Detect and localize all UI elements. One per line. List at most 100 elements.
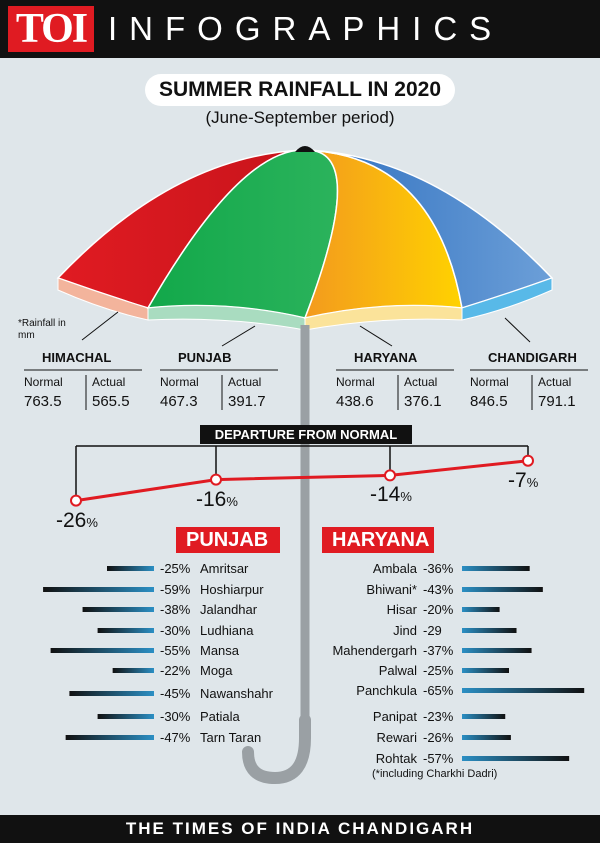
actual-value: 791.1 — [538, 393, 576, 410]
chart-subtitle: (June-September period) — [205, 108, 395, 127]
haryana-value: -26% — [423, 730, 454, 745]
haryana-district: Ambala — [372, 561, 417, 576]
haryana-value: -25% — [423, 663, 454, 678]
punjab-value: -59% — [160, 582, 191, 597]
punjab-bar-ludhiana — [97, 628, 154, 633]
actual-label: Actual — [92, 375, 126, 389]
departure-unit: % — [400, 489, 412, 505]
punjab-bar-jalandhar — [82, 607, 154, 612]
umbrella-canopy — [56, 146, 554, 331]
toi-logo: TOI — [8, 6, 94, 52]
punjab-value: -45% — [160, 686, 191, 701]
haryana-bar-rohtak — [462, 756, 570, 761]
punjab-district: Tarn Taran — [200, 730, 262, 745]
haryana-value: -29 — [423, 623, 442, 638]
leader-punjab — [221, 325, 256, 347]
normal-label: Normal — [160, 375, 199, 389]
actual-label: Actual — [228, 375, 262, 389]
punjab-district: Moga — [200, 663, 233, 678]
haryana-value: -65% — [423, 683, 454, 698]
haryana-value: -36% — [423, 561, 454, 576]
haryana-bar-panipat — [462, 714, 506, 719]
haryana-bar-rewari — [462, 735, 511, 740]
haryana-district: Jind — [393, 623, 417, 638]
punjab-bar-nawanshahr — [69, 691, 154, 696]
punjab-district: Ludhiana — [200, 623, 254, 638]
punjab-value: -22% — [160, 663, 191, 678]
punjab-value: -30% — [160, 709, 191, 724]
punjab-district: Jalandhar — [200, 602, 258, 617]
haryana-value: -23% — [423, 709, 454, 724]
punjab-bar-tarn-taran — [65, 735, 154, 740]
haryana-district: Panchkula — [356, 683, 417, 698]
departure-unit: % — [86, 514, 98, 530]
departure-point — [384, 469, 396, 482]
umbrella-tip — [295, 146, 315, 152]
punjab-bars — [43, 566, 154, 740]
canopy-lip-chandigarh — [461, 277, 553, 321]
haryana-district: Hisar — [386, 602, 417, 617]
footnote: (*including Charkhi Dadri) — [372, 768, 498, 780]
umbrella-handle — [242, 714, 311, 785]
header-bar: TOI INFOGRAPHICS — [0, 0, 600, 58]
punjab-value: -25% — [160, 561, 191, 576]
punjab-value: -55% — [160, 643, 191, 658]
haryana-bar-bhiwani- — [462, 587, 543, 592]
departure-point — [210, 473, 222, 486]
haryana-value: -20% — [423, 602, 454, 617]
normal-value: 763.5 — [24, 393, 62, 410]
actual-label: Actual — [538, 375, 572, 389]
departure-title: DEPARTURE FROM NORMAL — [200, 425, 412, 444]
normal-value: 438.6 — [336, 393, 374, 410]
punjab-bar-amritsar — [107, 566, 154, 571]
leader-chandigarh — [504, 317, 531, 343]
rainfall-unit-note: *Rainfall in mm — [18, 318, 66, 341]
departure-label-punjab: -16% — [196, 488, 238, 512]
punjab-bar-hoshiarpur — [43, 587, 154, 592]
state-name-himachal: HIMACHAL — [42, 350, 112, 365]
haryana-tag: HARYANA — [322, 527, 434, 553]
punjab-tag: PUNJAB — [176, 527, 280, 553]
punjab-value: -47% — [160, 730, 191, 745]
normal-label: Normal — [470, 375, 509, 389]
haryana-value: -43% — [423, 582, 454, 597]
departure-value: -16 — [196, 487, 227, 511]
punjab-value: -38% — [160, 602, 191, 617]
haryana-bar-panchkula — [462, 688, 585, 693]
punjab-district: Mansa — [200, 643, 240, 658]
haryana-bar-palwal — [462, 668, 509, 673]
header-title: INFOGRAPHICS — [108, 10, 504, 47]
chart-title: SUMMER RAINFALL IN 2020 — [145, 74, 455, 106]
haryana-bar-mahendergarh — [462, 648, 532, 653]
punjab-district: Amritsar — [200, 561, 249, 576]
punjab-district: Nawanshahr — [200, 686, 273, 701]
haryana-bar-jind — [462, 628, 517, 633]
haryana-bars — [462, 566, 585, 761]
departure-label-haryana: -14% — [370, 483, 412, 507]
haryana-bar-hisar — [462, 607, 500, 612]
haryana-district: Panipat — [372, 709, 417, 724]
haryana-district: Rohtak — [375, 751, 417, 766]
punjab-bar-moga — [112, 668, 154, 673]
normal-label: Normal — [24, 375, 63, 389]
haryana-bar-ambala — [462, 566, 530, 571]
departure-label-himachal: -26% — [56, 509, 98, 533]
punjab-bar-patiala — [97, 714, 154, 719]
haryana-district: Rewari — [376, 730, 417, 745]
punjab-district: Hoshiarpur — [200, 582, 264, 597]
leader-haryana — [359, 325, 393, 347]
departure-unit: % — [526, 474, 539, 490]
actual-value: 391.7 — [228, 393, 266, 410]
haryana-value: -37% — [423, 643, 454, 658]
departure-value: -26 — [56, 508, 87, 532]
actual-value: 376.1 — [404, 393, 442, 410]
leader-himachal — [81, 311, 119, 341]
haryana-district: Mahendergarh — [332, 643, 417, 658]
normal-value: 846.5 — [470, 393, 508, 410]
state-name-haryana: HARYANA — [354, 350, 418, 365]
departure-label-chandigarh: -7% — [508, 469, 538, 493]
state-name-punjab: PUNJAB — [178, 350, 232, 365]
punjab-district: Patiala — [200, 709, 240, 724]
departure-value: -7 — [508, 468, 527, 492]
departure-point — [522, 454, 534, 467]
